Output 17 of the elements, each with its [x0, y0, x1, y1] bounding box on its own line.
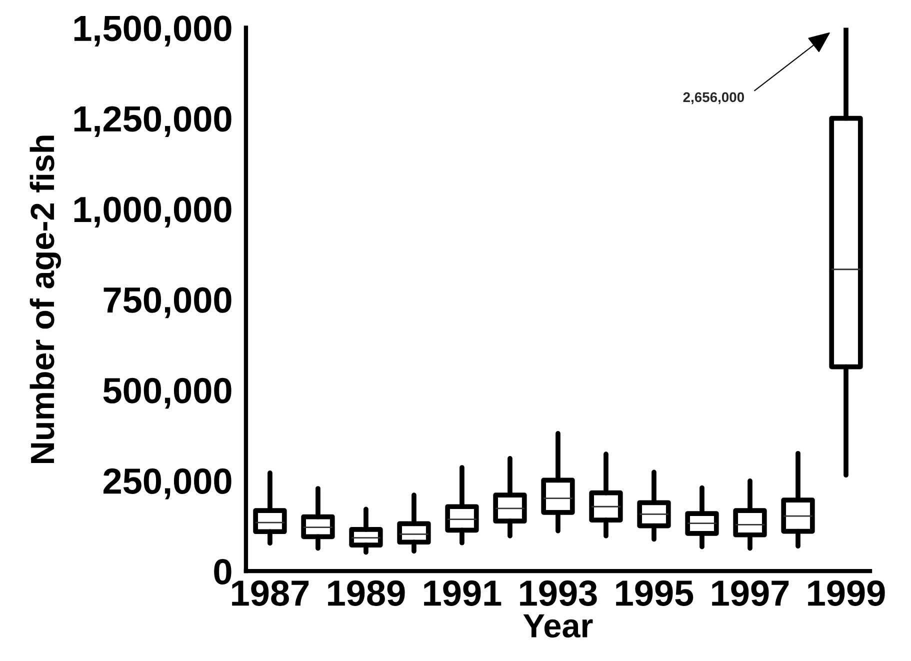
x-tick-label: 1987 — [232, 580, 309, 606]
x-tick-label: 1999 — [808, 580, 885, 606]
x-tick-label: 1993 — [520, 580, 597, 606]
y-tick-label: 1,500,000 — [74, 16, 232, 46]
x-tick-label: 1995 — [616, 580, 694, 606]
x-axis-title: Year — [523, 614, 593, 638]
x-tick-label: 1991 — [424, 580, 502, 606]
y-tick-label: 1,250,000 — [74, 106, 232, 137]
y-tick-label: 750,000 — [104, 287, 232, 318]
x-tick-label: 1989 — [328, 580, 405, 606]
y-tick-label: 0 — [214, 558, 232, 585]
y-axis-title: Number of age-2 fish — [30, 136, 62, 463]
y-tick-label: 500,000 — [103, 378, 232, 409]
annotation: 2,656,000 — [683, 92, 744, 104]
x-tick-label: 1997 — [712, 580, 789, 606]
y-tick-label: 250,000 — [104, 468, 232, 500]
y-tick-label: 1,000,000 — [74, 196, 232, 228]
